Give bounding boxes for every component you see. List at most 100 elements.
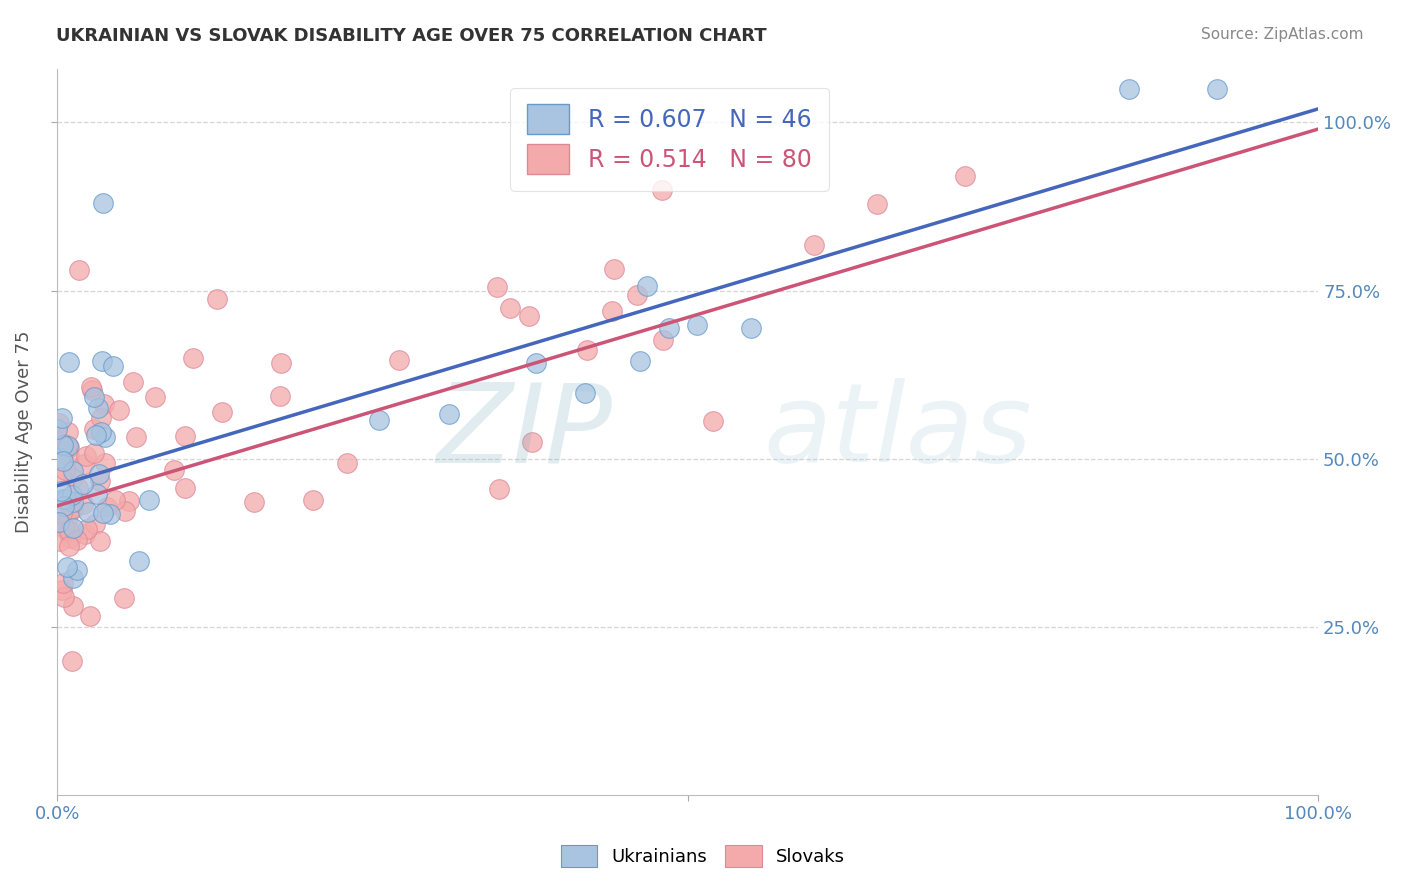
Point <box>75 527 97 541</box>
Point <box>652 333 675 347</box>
Point <box>48 515 70 529</box>
Point <box>90 354 112 368</box>
Point <box>603 261 626 276</box>
Point <box>58 524 80 539</box>
Point <box>56 425 79 439</box>
Point <box>270 356 292 370</box>
Point <box>520 434 543 449</box>
Point <box>86 486 108 500</box>
Point <box>574 386 596 401</box>
Point <box>77 505 100 519</box>
Point <box>122 375 145 389</box>
Point <box>87 401 110 415</box>
Point <box>80 379 103 393</box>
Point <box>51 411 73 425</box>
Text: ZIP: ZIP <box>436 378 612 485</box>
Point <box>174 429 197 443</box>
Point <box>62 599 84 614</box>
Point <box>117 494 139 508</box>
Point <box>138 492 160 507</box>
Point <box>62 464 84 478</box>
Point <box>90 425 112 440</box>
Point <box>96 500 118 514</box>
Point <box>163 463 186 477</box>
Point <box>52 491 75 506</box>
Point <box>636 279 658 293</box>
Point <box>62 501 84 516</box>
Point <box>58 539 80 553</box>
Point <box>53 437 76 451</box>
Point <box>67 263 90 277</box>
Point <box>686 318 709 332</box>
Point <box>517 310 540 324</box>
Point <box>75 449 97 463</box>
Point <box>52 447 75 461</box>
Point <box>485 280 508 294</box>
Point <box>84 427 107 442</box>
Point <box>58 355 80 369</box>
Point <box>73 457 96 471</box>
Point <box>658 321 681 335</box>
Point <box>72 497 94 511</box>
Text: UKRAINIAN VS SLOVAK DISABILITY AGE OVER 75 CORRELATION CHART: UKRAINIAN VS SLOVAK DISABILITY AGE OVER … <box>56 27 766 45</box>
Point <box>52 454 75 468</box>
Point <box>388 353 411 368</box>
Point <box>62 495 84 509</box>
Point <box>740 321 762 335</box>
Point <box>242 495 264 509</box>
Point <box>174 481 197 495</box>
Legend: Ukrainians, Slovaks: Ukrainians, Slovaks <box>554 838 852 874</box>
Text: atlas: atlas <box>763 378 1032 485</box>
Text: Source: ZipAtlas.com: Source: ZipAtlas.com <box>1201 27 1364 42</box>
Point <box>72 477 94 491</box>
Point <box>80 383 103 397</box>
Point <box>56 439 79 453</box>
Point <box>114 591 136 605</box>
Point <box>66 563 89 577</box>
Point <box>55 492 77 507</box>
Point <box>53 522 76 536</box>
Point <box>55 439 77 453</box>
Point <box>101 359 124 373</box>
Point <box>48 416 70 430</box>
Point <box>1118 81 1140 95</box>
Point <box>90 411 112 425</box>
Point <box>104 492 127 507</box>
Point <box>437 407 460 421</box>
Point <box>56 559 79 574</box>
Point <box>89 467 111 481</box>
Point <box>60 653 83 667</box>
Point <box>803 237 825 252</box>
Point <box>702 414 724 428</box>
Point <box>83 390 105 404</box>
Point <box>488 482 510 496</box>
Point <box>91 506 114 520</box>
Point <box>128 553 150 567</box>
Point <box>143 390 166 404</box>
Point <box>302 493 325 508</box>
Point <box>59 531 82 545</box>
Point <box>59 501 82 516</box>
Point <box>49 450 72 465</box>
Point <box>98 507 121 521</box>
Point <box>651 183 673 197</box>
Point <box>94 456 117 470</box>
Point <box>125 430 148 444</box>
Point <box>89 533 111 548</box>
Point <box>46 422 69 436</box>
Point <box>51 506 73 520</box>
Point <box>52 575 75 590</box>
Point <box>60 487 83 501</box>
Point <box>62 571 84 585</box>
Point <box>181 351 204 365</box>
Point <box>66 533 89 547</box>
Point <box>62 521 84 535</box>
Point <box>205 292 228 306</box>
Point <box>526 355 548 369</box>
Point <box>626 288 648 302</box>
Point <box>575 343 598 358</box>
Point <box>602 304 624 318</box>
Point <box>58 449 80 463</box>
Point <box>114 504 136 518</box>
Point <box>628 354 651 368</box>
